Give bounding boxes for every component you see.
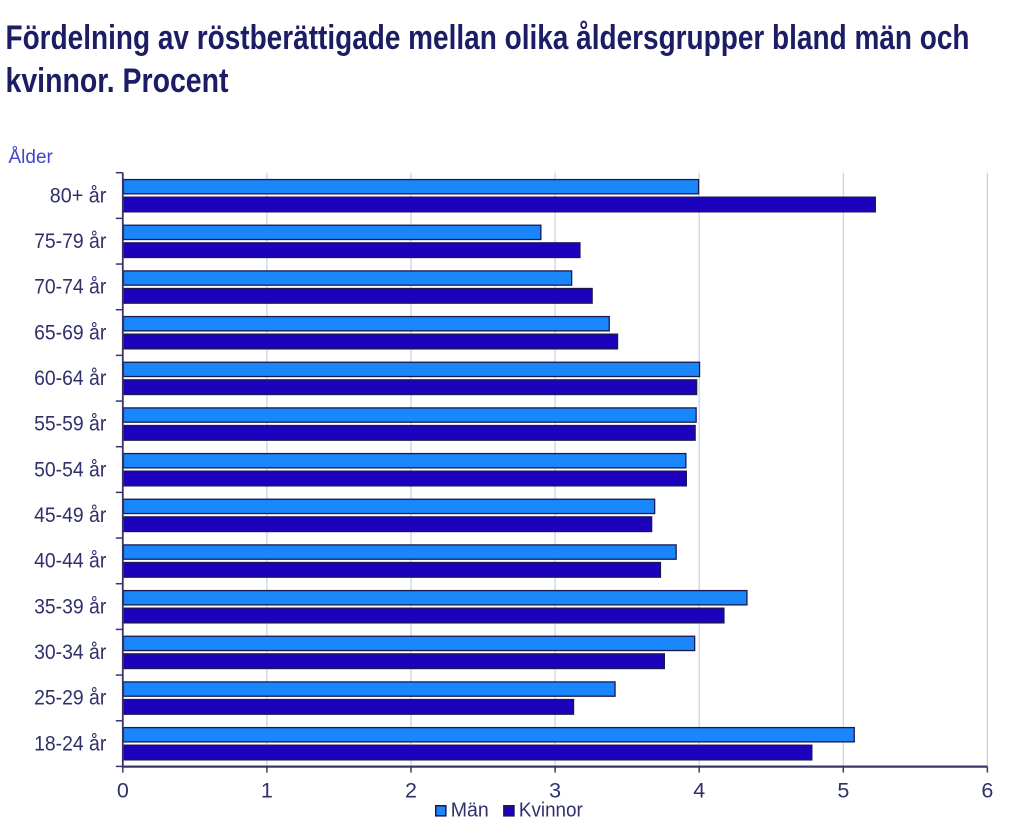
svg-text:25-29 år: 25-29 år — [34, 686, 106, 710]
svg-text:60-64 år: 60-64 år — [34, 366, 106, 390]
svg-text:40-44 år: 40-44 år — [34, 549, 106, 573]
svg-text:55-59 år: 55-59 år — [34, 412, 106, 436]
svg-text:3: 3 — [549, 779, 561, 803]
svg-text:Fördelning av röstberättigade: Fördelning av röstberättigade mellan oli… — [6, 19, 970, 57]
svg-text:35-39 år: 35-39 år — [34, 594, 106, 618]
svg-text:70-74 år: 70-74 år — [34, 275, 106, 299]
svg-text:Kvinnor: Kvinnor — [519, 799, 583, 821]
svg-text:Ålder: Ålder — [9, 147, 54, 168]
svg-text:0: 0 — [117, 779, 129, 803]
svg-text:80+ år: 80+ år — [50, 183, 107, 207]
svg-text:kvinnor. Procent: kvinnor. Procent — [6, 62, 229, 100]
svg-text:4: 4 — [693, 779, 705, 803]
svg-text:6: 6 — [981, 779, 993, 803]
svg-text:50-54 år: 50-54 år — [34, 457, 106, 481]
svg-text:45-49 år: 45-49 år — [34, 503, 106, 527]
svg-text:18-24 år: 18-24 år — [34, 731, 106, 755]
svg-text:65-69 år: 65-69 år — [34, 320, 106, 344]
svg-text:Män: Män — [451, 799, 489, 821]
svg-text:30-34 år: 30-34 år — [34, 640, 106, 664]
svg-text:1: 1 — [261, 779, 273, 803]
svg-text:75-79 år: 75-79 år — [34, 229, 106, 253]
svg-text:2: 2 — [405, 779, 417, 803]
svg-text:5: 5 — [837, 779, 849, 803]
